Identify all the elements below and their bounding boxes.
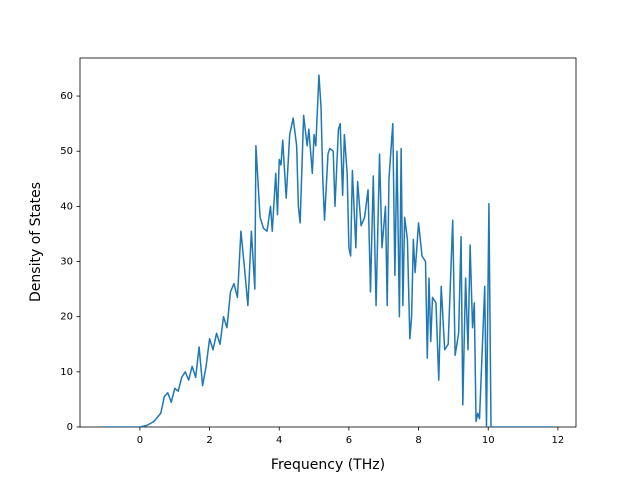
y-axis-label: Density of States xyxy=(28,182,44,302)
x-tick-label: 8 xyxy=(415,435,421,446)
y-tick-label: 60 xyxy=(60,91,73,102)
x-tick-label: 12 xyxy=(552,435,565,446)
y-tick-label: 50 xyxy=(60,146,73,157)
x-axis-label: Frequency (THz) xyxy=(271,457,385,473)
y-tick-label: 40 xyxy=(60,201,73,212)
x-tick-label: 0 xyxy=(137,435,143,446)
x-tick-label: 4 xyxy=(276,435,282,446)
x-tick-label: 2 xyxy=(206,435,212,446)
data-line xyxy=(101,74,555,427)
y-tick-label: 0 xyxy=(67,422,73,433)
y-tick-label: 30 xyxy=(60,257,73,268)
x-tick-label: 6 xyxy=(346,435,352,446)
y-tick-label: 20 xyxy=(60,312,73,323)
y-tick-label: 10 xyxy=(60,367,73,378)
axes-frame xyxy=(79,57,577,428)
x-tick-label: 10 xyxy=(482,435,495,446)
